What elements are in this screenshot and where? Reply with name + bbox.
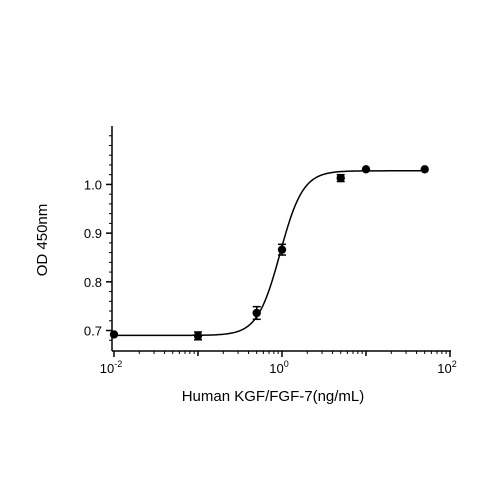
y-tick-label: 0.8 (84, 275, 102, 290)
data-point (420, 165, 429, 174)
y-tick-label: 0.9 (84, 226, 102, 241)
x-tick-label: 10-2 (100, 359, 122, 376)
y-tick-label: 1.0 (84, 177, 102, 192)
y-axis-title: OD 450nm (34, 204, 51, 277)
x-tick-base: 10 (100, 361, 114, 376)
ticks: 0.70.80.91.010-2 100 102 (84, 135, 457, 376)
fit-curve (114, 170, 425, 337)
data-point (109, 330, 119, 339)
data-points-layer (109, 165, 429, 341)
axes (111, 126, 451, 352)
data-point (193, 331, 203, 341)
x-tick-exponent: 0 (284, 359, 289, 369)
x-tick-exponent: 2 (452, 359, 457, 369)
fit-curve-layer (114, 170, 425, 337)
data-point (252, 308, 261, 318)
x-tick-base: 10 (437, 361, 451, 376)
x-tick-label: 102 (437, 359, 456, 376)
data-point (277, 245, 287, 254)
data-point (361, 165, 371, 174)
data-point (336, 173, 345, 183)
y-tick-label: 0.7 (84, 324, 102, 339)
x-axis-title: Human KGF/FGF-7(ng/mL) (182, 388, 365, 405)
x-tick-exponent: -2 (114, 359, 122, 369)
x-tick-label: 100 (269, 359, 288, 376)
x-tick-base: 10 (269, 361, 283, 376)
